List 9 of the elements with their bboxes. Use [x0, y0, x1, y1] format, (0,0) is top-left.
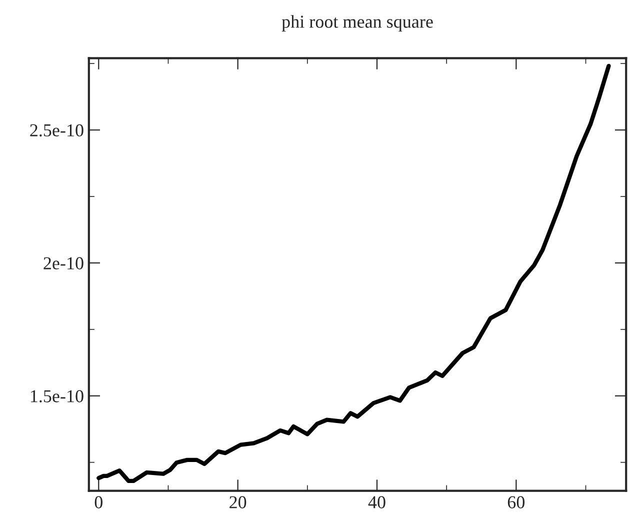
line-series: [96, 64, 611, 484]
y-tick-label: 1.5e-10: [30, 390, 84, 402]
y-tick-label: 2e-10: [44, 257, 84, 270]
x-tick-label: 20: [230, 496, 246, 508]
y-tick-label: 2.5e-10: [30, 124, 84, 137]
x-tick-label: 0: [94, 496, 102, 508]
x-tick-label: 60: [508, 496, 524, 508]
x-tick-label: 40: [368, 496, 386, 508]
chart-title: phi root mean square: [282, 15, 433, 32]
